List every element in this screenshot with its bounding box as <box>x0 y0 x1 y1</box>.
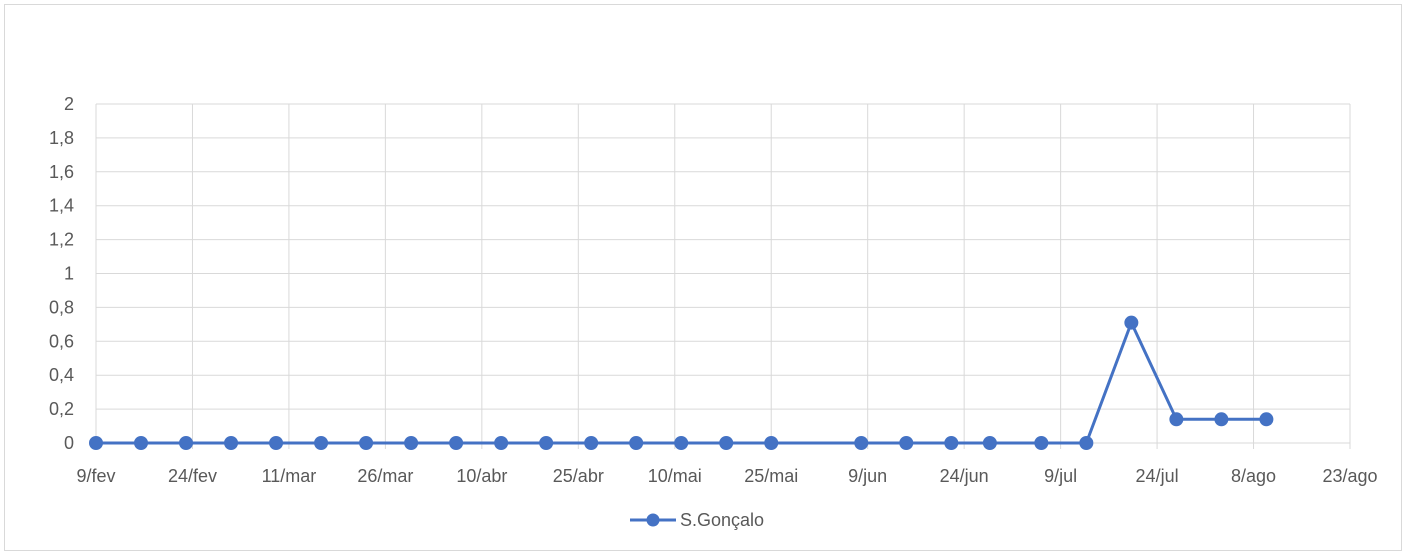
x-tick-label: 10/abr <box>456 466 507 486</box>
data-point <box>494 436 509 450</box>
x-tick-label: 23/ago <box>1322 466 1377 486</box>
data-point <box>629 436 644 450</box>
legend-marker <box>646 513 660 527</box>
data-point <box>584 436 599 450</box>
data-point <box>719 436 734 450</box>
data-point <box>449 436 464 450</box>
series-s-goncalo <box>89 315 1274 450</box>
y-tick-label: 1,8 <box>49 128 74 148</box>
x-tick-label: 10/mai <box>648 466 702 486</box>
data-point <box>854 436 869 450</box>
x-tick-label: 26/mar <box>357 466 413 486</box>
data-point <box>359 436 374 450</box>
x-tick-label: 25/mai <box>744 466 798 486</box>
data-point <box>1169 412 1184 427</box>
x-axis-tick-labels: 9/fev 24/fev 11/mar 26/mar 10/abr 25/abr 10/ma… <box>76 466 1377 486</box>
y-tick-label: 0,6 <box>49 331 74 351</box>
legend-label: S.Gonçalo <box>680 510 764 530</box>
data-point <box>1124 315 1139 330</box>
x-tick-label: 9/jul <box>1044 466 1077 486</box>
data-point <box>944 436 959 450</box>
data-point <box>539 436 554 450</box>
y-tick-label: 1,4 <box>49 196 74 216</box>
y-tick-label: 0,8 <box>49 297 74 317</box>
y-tick-label: 1,6 <box>49 162 74 182</box>
x-tick-label: 25/abr <box>553 466 604 486</box>
chart-frame <box>4 4 1402 551</box>
x-tick-label: 8/ago <box>1231 466 1276 486</box>
data-point <box>1214 412 1229 427</box>
data-point <box>1034 436 1049 450</box>
y-tick-label: 1,2 <box>49 230 74 250</box>
legend: S.Gonçalo <box>630 510 764 530</box>
x-tick-label: 9/jun <box>848 466 887 486</box>
x-tick-label: 24/jun <box>940 466 989 486</box>
data-point <box>179 436 194 450</box>
y-tick-label: 0,4 <box>49 365 74 385</box>
data-point <box>404 436 419 450</box>
series-line <box>96 321 1267 445</box>
data-point <box>764 436 779 450</box>
data-point <box>134 436 149 450</box>
y-tick-label: 0,2 <box>49 399 74 419</box>
y-tick-label: 0 <box>64 433 74 453</box>
data-point <box>89 436 103 450</box>
x-tick-label: 9/fev <box>76 466 115 486</box>
x-tick-label: 24/jul <box>1136 466 1179 486</box>
data-point <box>1259 412 1274 427</box>
data-point <box>1079 436 1094 450</box>
x-tick-label: 24/fev <box>168 466 217 486</box>
gridlines <box>95 103 1351 449</box>
data-point <box>314 436 329 450</box>
y-tick-label: 1 <box>64 264 74 284</box>
data-point <box>982 436 997 450</box>
x-tick-label: 11/mar <box>262 466 317 486</box>
y-tick-label: 2 <box>64 94 74 114</box>
data-point <box>224 436 239 450</box>
data-point <box>899 436 914 450</box>
y-axis-tick-labels: 0 0,2 0,4 0,6 0,8 1 1,2 1,4 1,6 1,8 2 <box>49 94 74 453</box>
data-point <box>269 436 284 450</box>
data-point <box>674 436 689 450</box>
